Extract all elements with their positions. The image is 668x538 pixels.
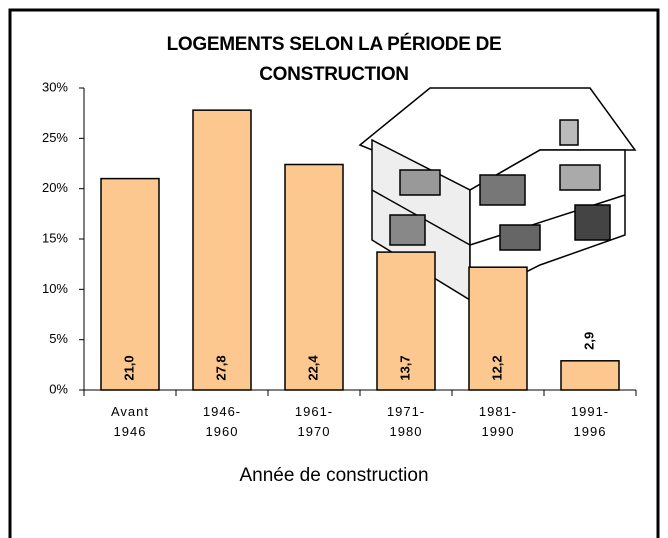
y-tick-label: 0% — [49, 381, 68, 396]
x-axis-label: Année de construction — [239, 465, 429, 486]
x-tick-label: 1961- 1970 — [294, 404, 334, 439]
bar — [100, 177, 160, 391]
frame — [8, 8, 660, 538]
x-tick-label: Avant 1946 — [110, 404, 149, 439]
data-label: 21,0 — [121, 355, 136, 380]
y-tick-label: 20% — [42, 180, 68, 195]
data-label: 12,2 — [489, 355, 504, 380]
bar — [468, 266, 528, 391]
bar — [284, 163, 344, 391]
x-tick-label: 1981- 1990 — [478, 404, 518, 439]
y-tick-label: 5% — [49, 331, 68, 346]
bar — [376, 251, 436, 391]
data-label: 22,4 — [305, 355, 320, 381]
x-tick-label: 1971- 1980 — [386, 404, 426, 439]
x-tick-label: 1946- 1960 — [202, 404, 242, 439]
x-tick-label: 1991- 1996 — [570, 404, 610, 439]
data-label: 13,7 — [397, 355, 412, 380]
y-tick-label: 15% — [42, 230, 68, 245]
bar — [192, 109, 252, 391]
y-tick-label: 25% — [42, 130, 68, 145]
y-tick-label: 10% — [42, 281, 68, 296]
data-label: 27,8 — [213, 355, 228, 380]
y-tick-label: 30% — [42, 79, 68, 94]
data-label: 2,9 — [581, 332, 596, 350]
chart-title: LOGEMENTS SELON LA PÉRIODE DE CONSTRUCTI… — [166, 34, 502, 85]
bar — [560, 360, 620, 391]
